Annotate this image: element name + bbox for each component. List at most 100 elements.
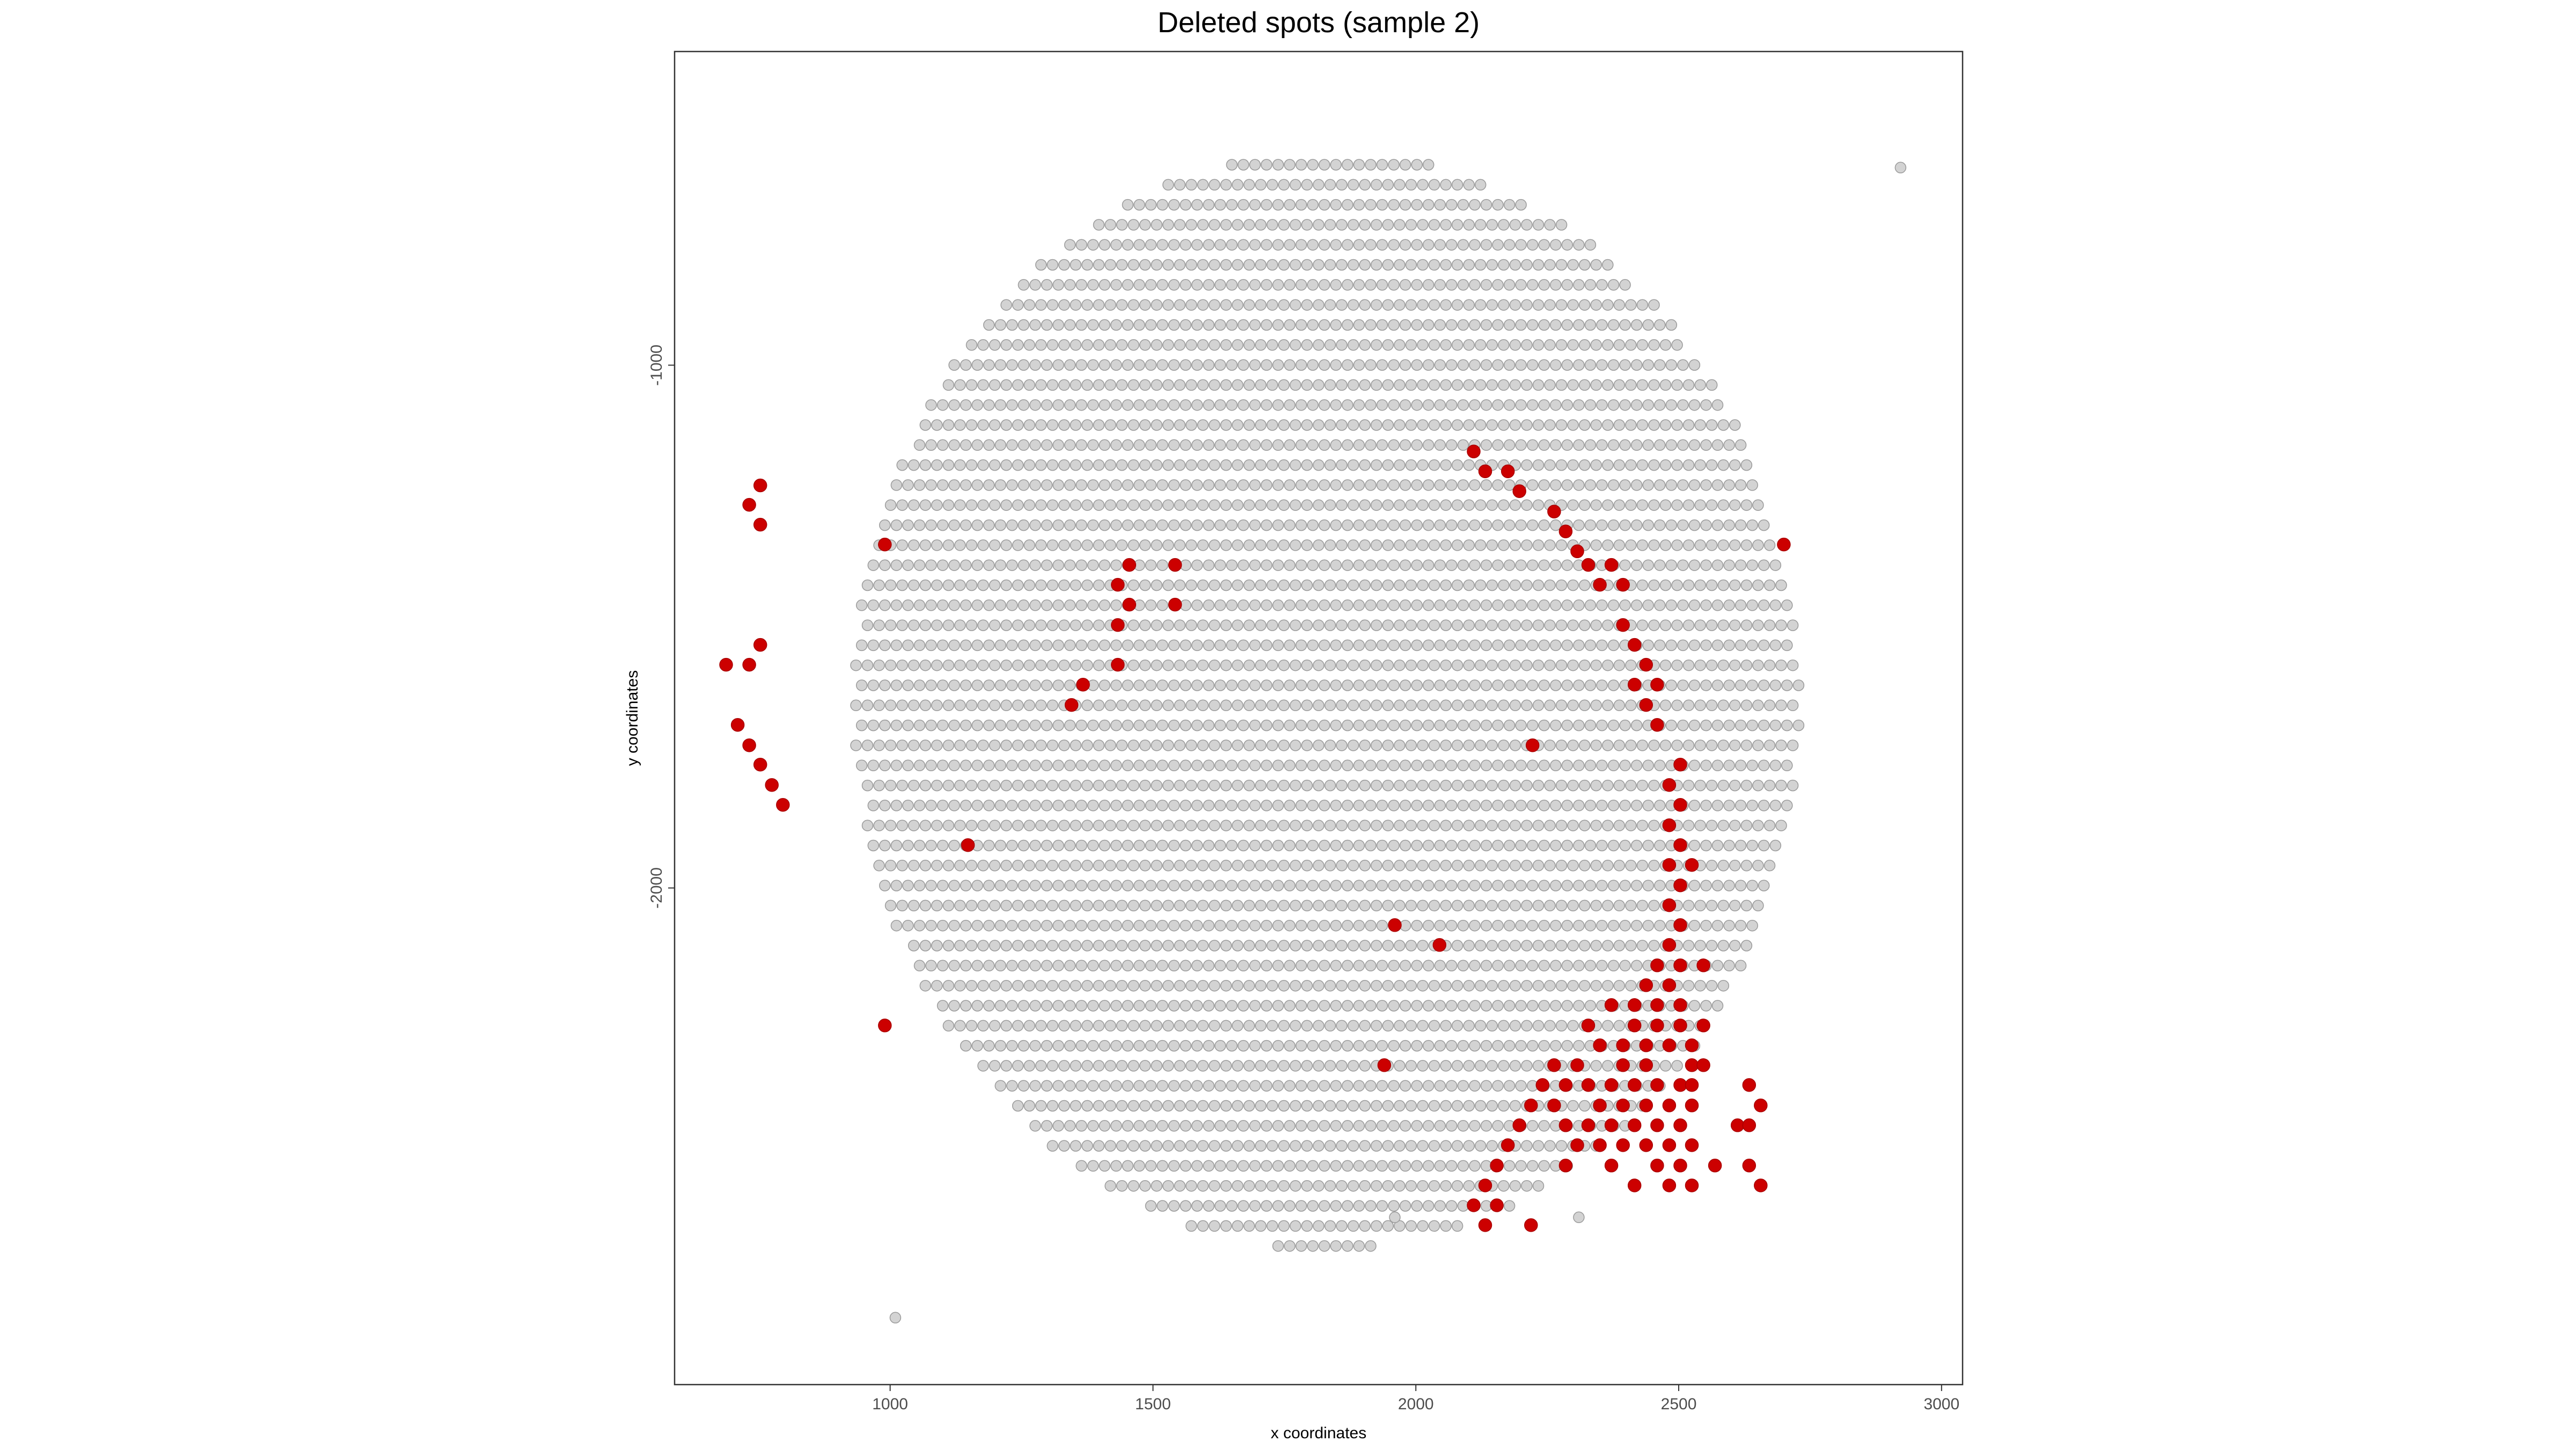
grey-spot (954, 819, 966, 831)
grey-spot (1371, 579, 1382, 591)
grey-spot (1526, 759, 1539, 772)
grey-spot (902, 639, 914, 652)
deleted-spot (1616, 1058, 1630, 1072)
grey-spot (1498, 740, 1510, 751)
grey-spot (1139, 259, 1151, 271)
grey-spot (1567, 979, 1579, 992)
grey-spot (1006, 919, 1018, 932)
grey-spot (983, 880, 995, 891)
grey-spot (936, 800, 949, 811)
grey-spot (1613, 499, 1626, 511)
grey-spot (1336, 419, 1348, 431)
deleted-spot (1639, 1099, 1653, 1113)
grey-spot (1330, 279, 1342, 291)
grey-spot (1145, 880, 1157, 891)
grey-spot (1561, 1040, 1574, 1052)
grey-spot (1602, 1060, 1614, 1072)
grey-spot (1029, 399, 1041, 411)
grey-spot (1006, 599, 1018, 611)
grey-spot (1267, 1060, 1278, 1072)
grey-spot (1058, 940, 1070, 952)
grey-spot (1694, 579, 1706, 591)
grey-spot (1058, 1020, 1070, 1032)
grey-spot (1145, 239, 1157, 251)
grey-spot (1578, 979, 1591, 992)
grey-spot (931, 579, 943, 591)
grey-spot (1203, 199, 1215, 211)
grey-spot (1440, 819, 1452, 831)
grey-spot (1145, 559, 1157, 571)
grey-spot (1226, 239, 1238, 251)
grey-spot (1261, 319, 1272, 331)
grey-spot (1440, 659, 1452, 671)
grey-spot (1104, 899, 1116, 912)
grey-spot (1064, 319, 1076, 331)
grey-spot (867, 759, 880, 772)
grey-spot (1480, 719, 1492, 731)
grey-spot (1526, 839, 1539, 852)
grey-spot (1422, 319, 1435, 331)
grey-spot (1394, 899, 1406, 912)
grey-spot (1336, 179, 1348, 191)
grey-spot (1046, 740, 1059, 751)
grey-spot (1584, 880, 1597, 891)
grey-spot (1434, 679, 1446, 691)
grey-spot (1671, 499, 1683, 511)
grey-spot (1180, 919, 1191, 932)
grey-spot (1498, 819, 1510, 831)
grey-spot (1648, 419, 1660, 431)
grey-spot (1573, 599, 1585, 611)
grey-spot (1769, 839, 1782, 852)
deleted-spot (878, 537, 892, 552)
grey-spot (971, 599, 983, 611)
grey-spot (1052, 679, 1064, 691)
grey-spot (1625, 379, 1637, 391)
grey-spot (1382, 459, 1394, 471)
grey-spot (1313, 419, 1324, 431)
deleted-spot (1490, 1159, 1504, 1173)
grey-spot (1267, 779, 1278, 792)
grey-spot (1509, 1060, 1521, 1072)
grey-spot (1000, 379, 1012, 391)
grey-spot (1064, 1000, 1076, 1012)
grey-spot (1116, 219, 1128, 231)
grey-spot (960, 519, 972, 531)
grey-spot (1313, 499, 1324, 511)
grey-spot (1642, 519, 1654, 531)
grey-spot (1255, 1100, 1267, 1112)
grey-spot (1544, 259, 1556, 271)
grey-spot (1654, 919, 1666, 932)
grey-spot (1081, 379, 1093, 391)
grey-spot (1284, 319, 1296, 331)
grey-spot (1474, 1060, 1487, 1072)
grey-spot (1700, 839, 1712, 852)
grey-spot (1162, 1020, 1174, 1032)
grey-spot (965, 779, 978, 792)
deleted-spot (1627, 1179, 1642, 1192)
grey-spot (1104, 1060, 1116, 1072)
grey-spot (1226, 839, 1238, 852)
grey-spot (948, 839, 960, 852)
grey-spot (1133, 519, 1145, 531)
grey-spot (1099, 239, 1111, 251)
grey-spot (965, 860, 978, 872)
grey-spot (1359, 659, 1371, 671)
grey-spot (1498, 419, 1510, 431)
grey-spot (1446, 759, 1458, 772)
grey-spot (1272, 1200, 1284, 1212)
grey-spot (1122, 800, 1134, 811)
grey-spot (1636, 899, 1649, 912)
grey-spot (1070, 259, 1082, 271)
grey-spot (1209, 940, 1220, 952)
grey-spot (948, 439, 960, 451)
grey-spot (884, 579, 897, 591)
grey-spot (913, 599, 926, 611)
grey-spot (1503, 880, 1516, 891)
grey-spot (1526, 239, 1539, 251)
grey-spot (1232, 659, 1243, 671)
grey-spot (1509, 699, 1521, 712)
grey-spot (1746, 919, 1758, 932)
grey-spot (1498, 699, 1510, 712)
grey-spot (1503, 839, 1516, 852)
grey-spot (1711, 759, 1724, 772)
